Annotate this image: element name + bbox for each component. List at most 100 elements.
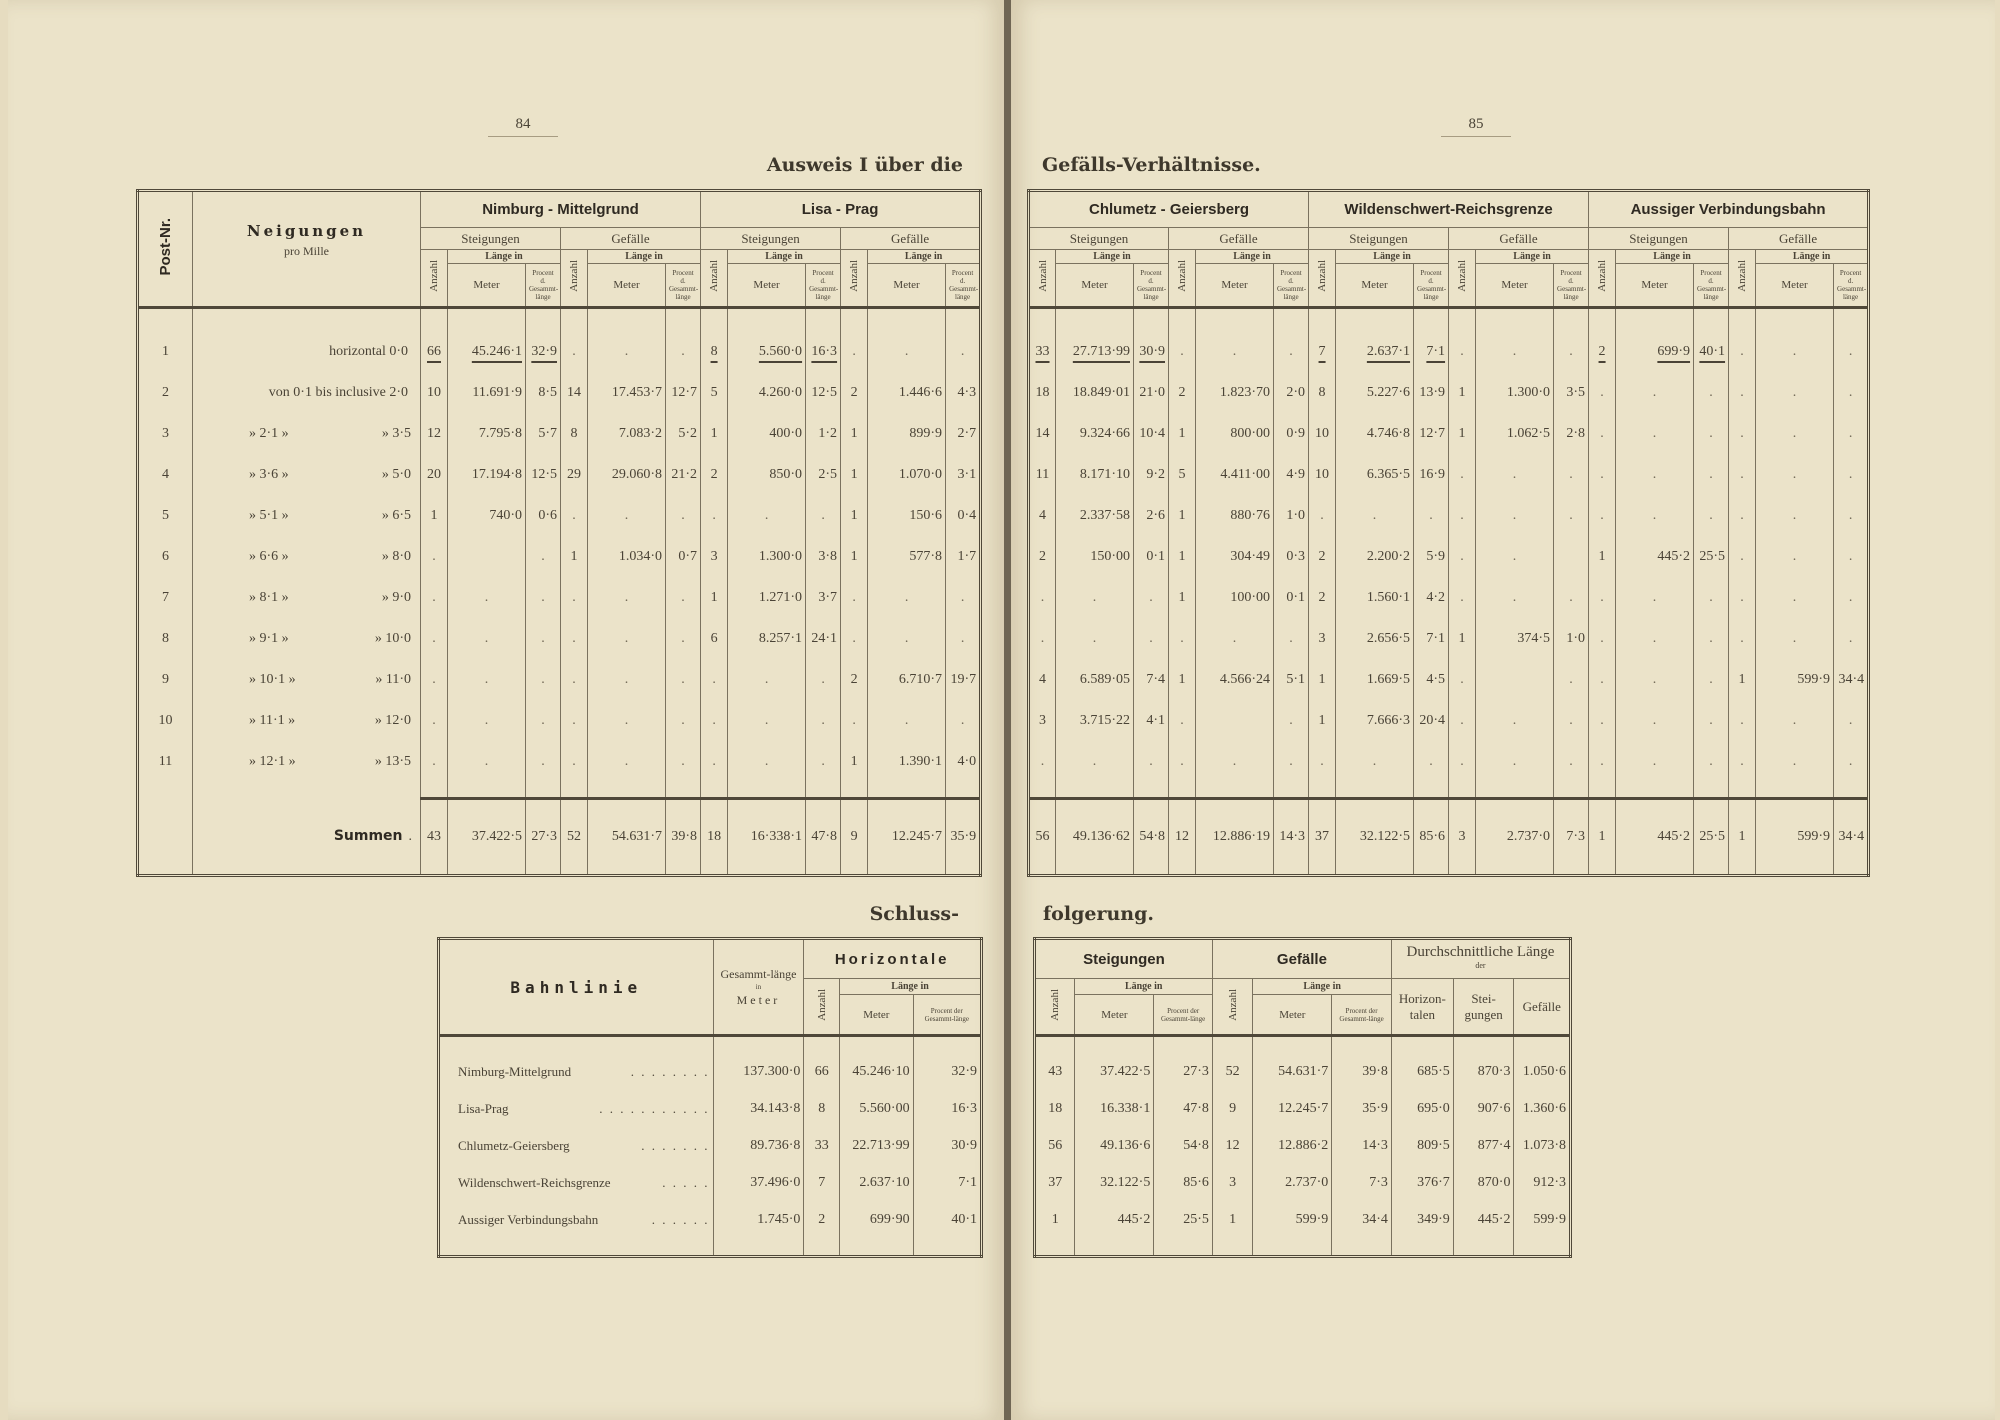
steigungen-header: Steigungen: [420, 227, 561, 250]
cell-steigungen-meter: .: [447, 618, 526, 660]
cell-gefaelle-meter: .: [1475, 700, 1555, 742]
gef-meter: 2.737·0: [1252, 1164, 1333, 1202]
cell-steigungen-anzahl: .: [1308, 741, 1337, 783]
cell-gefaelle-procent: 2·0: [1272, 372, 1310, 414]
cell-gefaelle-anzahl: .: [1728, 536, 1757, 578]
cell-steigungen-procent: .: [1693, 372, 1730, 414]
gefaelle-header: Gefälle: [1448, 227, 1590, 250]
cell-gefaelle-meter: [1195, 700, 1274, 742]
spacer-cell: [192, 307, 421, 332]
cell-steigungen-anzahl: .: [700, 741, 729, 783]
line-header: Chlumetz - Geiersberg: [1027, 190, 1310, 228]
sum-gefaelle-meter: 12.245·7: [867, 797, 947, 876]
cell-gefaelle-anzahl: .: [560, 577, 588, 619]
steigungen-header: Steigungen: [1588, 227, 1730, 250]
cell-steigungen-anzahl: 12: [420, 413, 448, 455]
cell-gefaelle-meter: .: [867, 618, 947, 660]
cell-steigungen-procent: .: [525, 659, 561, 701]
steigungen-header: Steigungen: [700, 227, 842, 250]
cell-steigungen-meter: 6.589·05: [1055, 659, 1134, 701]
cell-steigungen-anzahl: 4: [1028, 495, 1056, 537]
cell-gefaelle-anzahl: .: [1448, 741, 1477, 783]
sum-steigungen-anzahl: 56: [1028, 797, 1056, 876]
cell-gefaelle-meter: .: [1475, 454, 1555, 496]
horizontal-meter: 22.713·99: [839, 1127, 914, 1165]
anzahl-header: Anzahl: [1588, 249, 1617, 309]
cell-gefaelle-meter: 4.411·00: [1195, 454, 1274, 496]
neigung-from: » 10·1 »: [249, 672, 296, 687]
st-procent: 25·5: [1153, 1201, 1213, 1239]
sum-steigungen-meter: 37.422·5: [447, 797, 526, 876]
cell-steigungen-anzahl: .: [700, 659, 729, 701]
spacer-cell: [912, 1238, 983, 1257]
cell-steigungen-procent: .: [1413, 741, 1450, 783]
cell-steigungen-meter: 4.746·8: [1335, 413, 1415, 455]
sum-steigungen-meter: 445·2: [1615, 797, 1695, 876]
cell-gefaelle-meter: 29.060·8: [587, 454, 666, 496]
cell-steigungen-anzahl: 10: [1308, 413, 1337, 455]
spacer-cell: [1211, 1238, 1254, 1257]
cell-gefaelle-procent: .: [664, 618, 702, 660]
summary-row: 18 16.338·1 47·8 9 12.245·7 35·9 695·0 907·6 1.3…: [1033, 1090, 1571, 1128]
cell-gefaelle-anzahl: .: [1728, 331, 1757, 373]
spacer-cell: [1055, 782, 1134, 799]
anzahl-header: Anzahl: [1033, 978, 1076, 1037]
cell-gefaelle-anzahl: 14: [560, 372, 588, 414]
avg-gefaelle: 1.073·8: [1513, 1127, 1571, 1165]
laenge-in-header: Länge in: [1055, 249, 1169, 264]
data-row: 2 von 0·1 bis inclusive 2·0 10 11.691·9 8·5 1…: [137, 372, 982, 414]
bahnlinie-name: Wildenschwert-Reichsgrenze . . . . .: [438, 1164, 714, 1202]
meter-header: Meter: [1475, 263, 1555, 309]
cell-gefaelle-procent: .: [1833, 577, 1870, 619]
anzahl-label: Anzahl: [1176, 260, 1188, 292]
sum-steigungen-procent: 27·3: [525, 797, 561, 876]
cell-gefaelle-procent: .: [1833, 700, 1870, 742]
avg-steigungen: 907·6: [1452, 1090, 1515, 1128]
cell-steigungen-procent: .: [805, 495, 842, 537]
neigung-from: » 11·1 »: [249, 713, 296, 728]
spacer-cell: [1133, 307, 1169, 332]
cell-steigungen-anzahl: 2: [1308, 577, 1337, 619]
post-nr: 4: [137, 454, 193, 496]
neigung-range: » 3·6 » » 5·0: [192, 454, 421, 496]
neigung-range: » 6·6 » » 8·0: [192, 536, 421, 578]
cell-gefaelle-procent: 3·1: [945, 454, 982, 496]
neigung-range: » 11·1 » » 12·0: [192, 700, 421, 742]
cell-gefaelle-procent: 0·4: [945, 495, 982, 537]
cell-gefaelle-procent: .: [1833, 495, 1870, 537]
avg-gefaelle: 1.360·6: [1513, 1090, 1571, 1128]
cell-gefaelle-procent: .: [1553, 331, 1590, 373]
cell-steigungen-anzahl: .: [1588, 413, 1617, 455]
title-left: Ausweis I über die: [766, 154, 963, 176]
cell-gefaelle-procent: .: [1272, 700, 1310, 742]
header-row: Anzahl Länge in: [439, 978, 982, 1037]
procent-header: Procent d. Gesammt-länge: [1272, 263, 1310, 309]
cell-steigungen-meter: .: [1615, 454, 1695, 496]
cell-steigungen-anzahl: 2: [700, 454, 729, 496]
spacer-cell: [1588, 307, 1617, 332]
cell-steigungen-procent: .: [805, 659, 842, 701]
spacer-cell: [447, 307, 526, 332]
cell-steigungen-anzahl: .: [1028, 618, 1056, 660]
cell-steigungen-meter: .: [1055, 741, 1134, 783]
post-nr: 1: [137, 331, 193, 373]
cell-steigungen-meter: 5.227·6: [1335, 372, 1415, 414]
cell-gefaelle-anzahl: .: [1448, 454, 1477, 496]
cell-steigungen-procent: 12·5: [805, 372, 842, 414]
cell-gefaelle-meter: 100·00: [1195, 577, 1274, 619]
spacer-cell: [1413, 307, 1450, 332]
cell-steigungen-meter: 6.365·5: [1335, 454, 1415, 496]
cell-steigungen-procent: .: [805, 741, 842, 783]
anzahl-label: Anzahl: [1596, 260, 1609, 292]
page-number-right: 85: [1441, 116, 1511, 137]
cell-steigungen-meter: .: [727, 741, 807, 783]
cell-gefaelle-procent: .: [664, 700, 702, 742]
gesammt-laenge: 37.496·0: [712, 1164, 805, 1202]
bahnlinie-row: Nimburg-Mittelgrund . . . . . . . . 137.30…: [438, 1053, 983, 1091]
cell-gefaelle-meter: 800·00: [1195, 413, 1274, 455]
meter-header: Meter: [1074, 994, 1155, 1037]
spacer-cell: [525, 307, 561, 332]
cell-steigungen-meter: 4.260·0: [727, 372, 807, 414]
spacer-cell: [1335, 782, 1415, 799]
cell-steigungen-anzahl: 7: [1308, 331, 1337, 373]
